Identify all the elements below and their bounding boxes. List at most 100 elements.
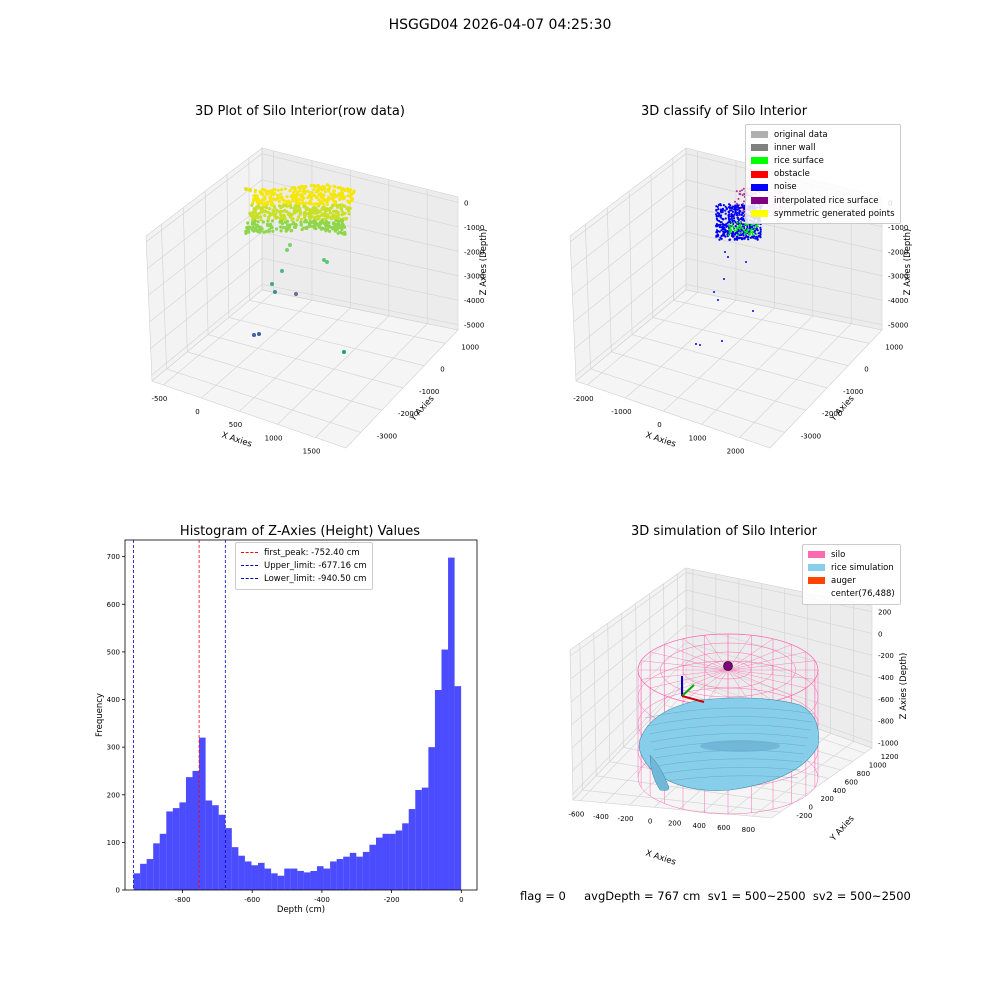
histogram-bar <box>192 770 200 890</box>
p2-x-tick-label: -2000 <box>573 395 593 403</box>
p4-legend-swatch <box>808 551 825 559</box>
p2-point <box>753 228 756 231</box>
histogram-bar <box>231 847 239 890</box>
p2-legend-swatch <box>751 183 768 191</box>
p1-point <box>306 189 310 193</box>
p1-point <box>260 206 264 210</box>
p1-x-grid <box>315 189 428 438</box>
histogram-title: Histogram of Z-Axies (Height) Values <box>179 524 421 539</box>
p1-y-grid <box>182 207 383 411</box>
silo-top-spoke <box>727 638 774 671</box>
p1-point <box>251 210 255 214</box>
silo-top-spoke <box>727 644 792 671</box>
p1-point <box>256 220 260 224</box>
p1-point <box>279 206 283 210</box>
p2-point <box>728 228 731 231</box>
histogram-x-tick-label: -800 <box>175 896 191 904</box>
histogram-bar <box>159 833 167 890</box>
p1-point <box>298 201 302 206</box>
p1-point <box>337 217 341 221</box>
p2-point <box>755 235 758 239</box>
p1-point <box>332 184 336 188</box>
p1-point <box>288 223 292 227</box>
histogram-bar <box>185 777 193 890</box>
histogram-x-tick-label: -400 <box>314 896 330 904</box>
p1-point <box>279 229 283 233</box>
p1-point <box>270 219 275 223</box>
p1-point <box>275 208 279 213</box>
p1-point <box>304 202 308 206</box>
p1-point <box>291 222 295 226</box>
p2-point <box>720 237 723 240</box>
histogram-bar <box>271 873 278 890</box>
p2-point <box>757 235 760 238</box>
hist-legend-label: first_peak: -752.40 cm <box>264 547 360 558</box>
p2-point <box>734 221 737 224</box>
p1-point <box>272 192 276 196</box>
p2-x-tick-label: 0 <box>657 421 661 429</box>
rice-slump <box>649 754 670 791</box>
p2-legend-item: noise <box>751 181 895 194</box>
p2-point <box>739 221 742 224</box>
silo-top-spoke <box>650 669 729 689</box>
p2-point <box>717 208 720 211</box>
histogram-bar <box>251 865 259 890</box>
p1-point <box>319 214 323 218</box>
histogram-bar <box>395 830 403 890</box>
p1-point <box>253 194 257 198</box>
histogram-bar <box>290 868 298 890</box>
p2-point <box>730 222 733 225</box>
p1-x-tick-label: 1500 <box>303 447 321 455</box>
p2-point <box>753 224 756 227</box>
p1-point <box>349 196 353 200</box>
histogram-bar <box>415 790 422 890</box>
p2-point <box>739 231 741 234</box>
p2-point <box>716 235 719 238</box>
p4-z-tick-label: -1000 <box>878 739 898 747</box>
p4-y-tick-label: 0 <box>808 804 812 812</box>
p2-point <box>717 203 721 206</box>
p1-y-tick-label: -1000 <box>419 388 439 396</box>
p2-point <box>746 236 749 239</box>
triad-x-arrow <box>681 695 705 703</box>
p1-point <box>336 224 340 229</box>
p4-y-tick-label: 600 <box>845 778 858 786</box>
silo-top-spoke <box>682 669 729 702</box>
silo-top-spoke <box>650 651 729 671</box>
p1-point <box>258 228 262 232</box>
p1-point <box>288 189 292 193</box>
histogram-bar <box>303 872 311 890</box>
histogram-bar <box>146 859 154 890</box>
p1-point <box>323 217 327 221</box>
p2-point <box>723 233 726 237</box>
p1-point <box>256 196 260 200</box>
p2-point <box>728 224 731 227</box>
p1-point <box>297 215 301 219</box>
p1-point <box>283 220 287 224</box>
p2-legend-item: interpolated rice surface <box>751 194 895 207</box>
p1-z-tick-label: -1000 <box>464 224 484 232</box>
p1-point <box>312 193 316 198</box>
simulation-legend: silo rice simulation auger center(76,488) <box>802 544 901 605</box>
p2-point <box>756 229 759 232</box>
p2-point <box>724 224 728 227</box>
p1-point <box>264 205 268 209</box>
p2-point <box>715 205 718 208</box>
p1-point <box>333 226 337 230</box>
p1-point <box>261 220 265 224</box>
p1-point <box>313 202 317 206</box>
p2-point <box>722 204 725 207</box>
p1-point <box>318 225 322 229</box>
histogram-x-axis-label: Depth (cm) <box>277 905 325 915</box>
p1-point <box>257 211 261 215</box>
p2-point <box>755 233 758 236</box>
p1-y-grid <box>226 174 425 366</box>
p1-point <box>288 204 292 208</box>
p1-point <box>269 222 273 226</box>
p1-point <box>268 207 272 211</box>
p1-point <box>273 290 277 294</box>
p1-z-tick-label: -5000 <box>464 322 484 330</box>
p2-point <box>718 225 721 229</box>
histogram-bar <box>441 649 449 890</box>
histogram-bar <box>264 868 272 890</box>
